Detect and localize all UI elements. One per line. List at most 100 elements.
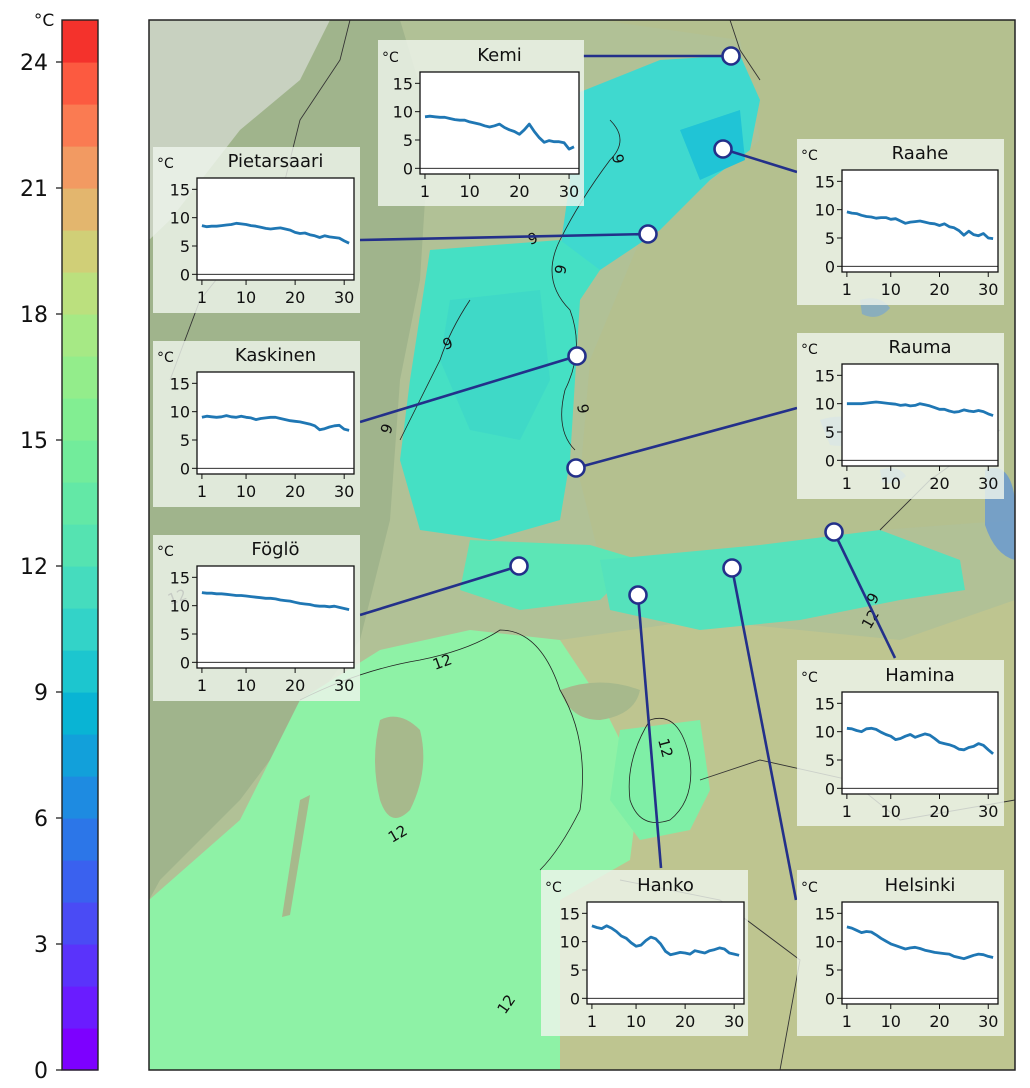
x-tick-label: 30 [978,802,998,821]
inset-unit-label: °C [801,670,818,686]
contour-12-riga [628,718,692,823]
colorbar-swatch [62,356,98,399]
bothnian-sea-inner [440,290,550,440]
gotland-island [375,716,424,818]
inset-unit-label: °C [801,148,818,164]
x-tick-label: 1 [842,474,852,493]
x-tick-label: 30 [334,482,354,501]
colorbar-tick-label: 21 [20,177,48,202]
colorbar-swatch [62,104,98,147]
colorbar-swatch [62,146,98,189]
y-tick-label: 0 [825,451,835,470]
x-tick-label: 1 [420,182,430,201]
inset-chart-pietarsaari: Pietarsaari °C 0 5 10 15 1 10 20 30 [153,147,360,313]
connector-rauma [575,406,798,470]
colorbar-swatch [62,1028,98,1071]
colorbar-ticks: 0 3 6 9 12 15 18 21 24 [20,51,62,1084]
temperature-series-line [846,726,994,755]
y-tick-label: 10 [560,933,580,952]
inset-chart-helsinki: Helsinki °C 0 5 10 15 1 10 20 30 [797,870,1004,1036]
x-tick-label: 1 [842,1012,852,1031]
y-tick-label: 10 [393,103,413,122]
y-tick-label: 5 [180,431,190,450]
map-frame [148,19,1016,1071]
x-tick-label: 10 [881,280,901,299]
inset-chart-raahe: Raahe °C 0 5 10 15 1 10 20 30 [797,139,1004,305]
x-tick-label: 1 [197,288,207,307]
x-tick-label: 1 [197,676,207,695]
oland-island [282,795,310,917]
temperature-series-line [201,221,350,245]
colorbar-swatch [62,272,98,315]
colorbar-swatch [62,20,98,63]
y-tick-label: 10 [815,201,835,220]
connector-hanko [636,594,663,869]
y-tick-label: 5 [180,625,190,644]
inset-unit-label: °C [157,156,174,172]
inset-title: Hamina [885,665,955,686]
temperature-series-line [201,414,350,432]
connector-hamina [832,531,897,659]
colorbar-tick-label: 18 [20,303,48,328]
inset-plot: 0 5 10 15 1 10 20 30 [815,691,999,821]
temperature-series-line [591,924,740,957]
inset-unit-label: °C [801,342,818,358]
contour-label: 12 [654,736,676,759]
colorbar-swatch [62,944,98,987]
contour-label: 12 [430,650,454,673]
inset-unit-label: °C [545,880,562,896]
plot-area [196,565,355,669]
y-tick-label: 5 [825,751,835,770]
colorbar-swatch [62,230,98,273]
temperature-colorbar: 0 3 6 9 12 15 18 21 24 °C [20,11,99,1084]
connector-foglo [359,564,520,617]
x-tick-label: 20 [929,802,949,821]
x-tick-label: 10 [460,182,480,201]
y-tick-label: 0 [180,653,190,672]
inset-title: Hanko [637,875,694,896]
plot-area [841,691,999,795]
colorbar-swatch [62,398,98,441]
y-tick-label: 0 [570,989,580,1008]
y-tick-label: 15 [560,904,580,923]
temperature-series-line [201,591,350,611]
x-tick-label: 20 [509,182,529,201]
inset-plot: 0 5 10 15 1 10 20 30 [170,565,355,695]
inset-plot: 0 5 10 15 1 10 20 30 [815,363,999,493]
connector-kaskinen [359,354,578,424]
x-tick-label: 20 [929,474,949,493]
colorbar-swatch [62,62,98,105]
x-tick-label: 30 [978,1012,998,1031]
plot-area [841,363,999,467]
baltic-proper [149,630,640,1070]
connector-pietarsaari [359,232,649,242]
y-tick-label: 10 [815,933,835,952]
inset-plot: 0 5 10 15 1 10 20 30 [170,371,355,501]
inset-title: Rauma [888,337,952,358]
y-tick-label: 5 [403,131,413,150]
inset-title: Kaskinen [234,345,317,366]
inset-plot: 0 5 10 15 1 10 20 30 [815,169,999,299]
colorbar-swatch [62,902,98,945]
colorbar-swatches [62,20,98,1071]
colorbar-swatch [62,566,98,609]
y-tick-label: 10 [815,395,835,414]
x-tick-label: 20 [929,1012,949,1031]
y-tick-label: 10 [815,723,835,742]
y-tick-label: 5 [180,237,190,256]
plot-area [841,901,999,1005]
y-tick-label: 10 [170,597,190,616]
y-tick-label: 15 [815,172,835,191]
x-tick-label: 20 [675,1012,695,1031]
y-tick-label: 15 [170,374,190,393]
x-tick-label: 30 [559,182,579,201]
colorbar-swatch [62,650,98,693]
colorbar-frame [61,19,99,1071]
contour-12-line [299,629,583,871]
colorbar-tick-label: 0 [34,1059,48,1084]
x-tick-label: 1 [197,482,207,501]
colorbar-tick-label: 9 [34,681,48,706]
station-connectors [359,54,897,901]
inset-chart-rauma: Rauma °C 0 5 10 15 1 10 20 30 [797,333,1004,499]
colorbar-swatch [62,776,98,819]
